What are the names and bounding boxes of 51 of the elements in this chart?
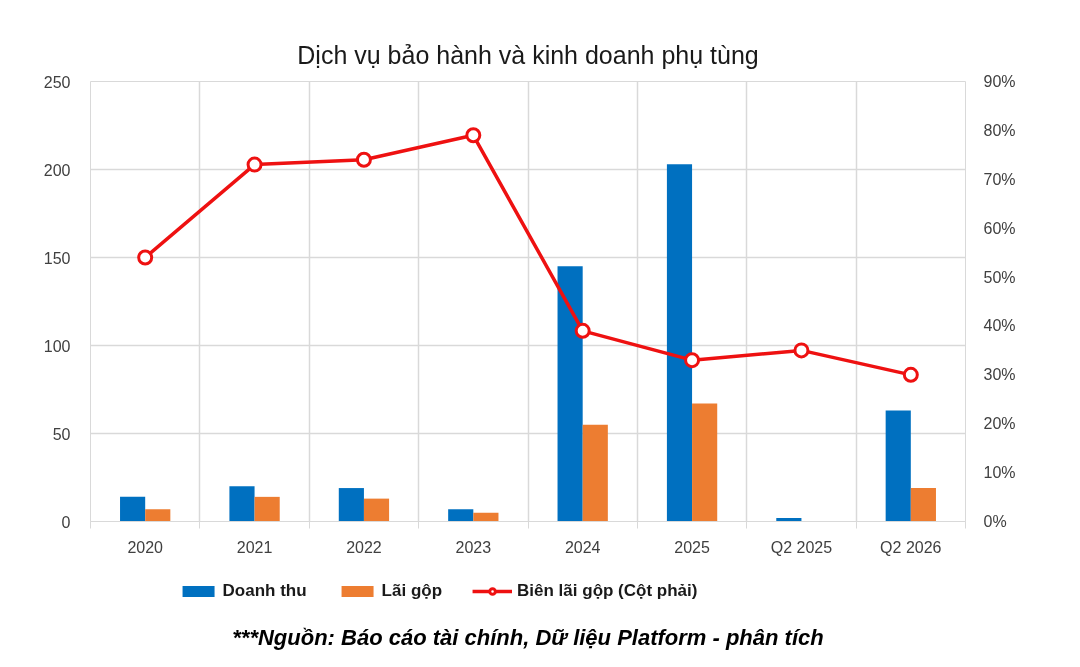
bar [363,498,390,522]
y2-tick-label: 50% [983,268,1016,286]
y-tick-label: 250 [43,73,71,91]
y-tick-label: 200 [43,161,71,179]
point [355,151,372,168]
point [246,156,263,173]
y2-tick-label: 20% [983,415,1016,433]
bar [910,488,936,522]
x-tick-label: 2024 [564,538,601,556]
bar [666,164,693,522]
text: ***Nguồn: Báo cáo tài chính, Dữ liệu Platform - phân tích [232,625,824,650]
bar [448,509,474,522]
y-tick-label: 100 [43,337,71,355]
point [902,366,919,383]
point [793,342,810,359]
x-tick-label: 2020 [127,538,164,556]
y2-tick-label: 60% [983,219,1016,237]
x-tick-label: Q2 2025 [770,538,833,556]
bar [338,488,364,522]
y2-tick-label: 30% [983,366,1016,384]
bar [145,509,171,522]
x-tick-label: 2022 [346,538,382,556]
y2-tick-label: 70% [983,170,1016,188]
legend-label: Lãi gộp [381,581,443,601]
y2-tick-label: 0% [983,513,1007,530]
bar [120,496,146,522]
chart-title: Dịch vụ bảo hành và kinh doanh phụ tùng [297,40,759,69]
point [574,322,591,339]
y2-tick-label: 40% [983,317,1016,335]
y-tick-label: 150 [43,249,71,267]
point [684,352,701,369]
x-tick-label: 2025 [674,538,710,556]
y2-tick-label: 10% [983,464,1016,482]
bar [229,486,255,522]
bar [473,512,499,522]
bar [254,496,280,522]
y2-tick-label: 80% [983,121,1016,139]
bar [582,424,608,522]
point [137,249,154,266]
bar [885,410,911,522]
x-tick-label: 2021 [236,538,273,556]
y-tick-label: 50 [52,425,71,443]
x-tick-label: Q2 2026 [880,538,942,556]
legend-label: Biên lãi gộp (Cột phải) [517,581,698,601]
legend-label: Doanh thu [222,581,307,601]
bar [557,266,583,522]
bar [692,403,718,522]
y2-tick-label: 90% [983,73,1016,90]
y-tick-label: 0 [61,513,71,531]
point [465,127,482,144]
x-tick-label: 2023 [455,538,492,556]
